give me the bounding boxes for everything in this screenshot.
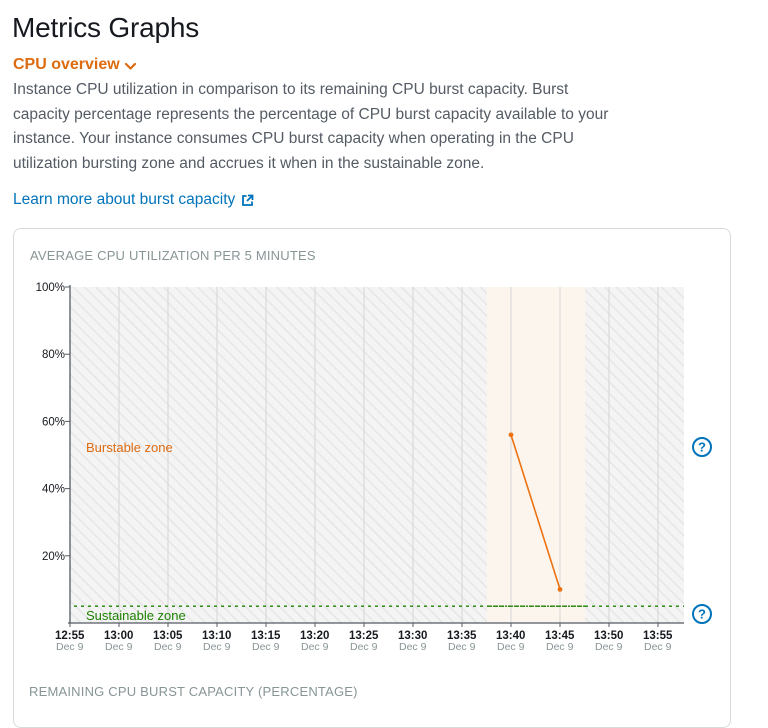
sustainable-zone-label: Sustainable zone bbox=[86, 608, 186, 623]
sustainable-zone-help-icon[interactable]: ? bbox=[691, 603, 713, 625]
burstable-zone-label: Burstable zone bbox=[86, 440, 173, 455]
y-tick-label: 100% bbox=[36, 282, 65, 294]
x-tick-label: 13:20 bbox=[300, 630, 329, 642]
data-point bbox=[557, 587, 563, 592]
plot-background bbox=[70, 287, 684, 623]
x-tick-label: 13:40 bbox=[496, 630, 525, 642]
x-date-label: Dec 9 bbox=[497, 641, 525, 653]
chevron-down-icon bbox=[124, 62, 136, 70]
data-point bbox=[508, 432, 514, 438]
x-tick-label: 13:55 bbox=[643, 630, 673, 642]
x-tick-label: 13:30 bbox=[398, 630, 427, 642]
panel-title: AVERAGE CPU UTILIZATION PER 5 MINUTES bbox=[30, 248, 316, 263]
x-date-label: Dec 9 bbox=[595, 641, 623, 653]
y-tick-label: 60% bbox=[42, 416, 65, 428]
cpu-overview-description: Instance CPU utilization in comparison t… bbox=[13, 81, 609, 172]
x-tick-label: 13:50 bbox=[594, 630, 623, 642]
cpu-overview-label: CPU overview bbox=[13, 56, 120, 73]
x-date-label: Dec 9 bbox=[350, 641, 378, 653]
page-title: Metrics Graphs bbox=[12, 12, 200, 43]
x-date-label: Dec 9 bbox=[448, 641, 476, 653]
external-link-icon bbox=[242, 194, 254, 206]
x-tick-label: 13:05 bbox=[153, 630, 183, 642]
x-tick-label: 13:35 bbox=[447, 630, 477, 642]
x-tick-label: 12:55 bbox=[55, 630, 85, 642]
y-tick-label: 80% bbox=[42, 349, 65, 361]
burstable-zone-help-icon[interactable]: ? bbox=[691, 436, 713, 458]
x-date-label: Dec 9 bbox=[154, 641, 182, 653]
learn-more-label: Learn more about burst capacity bbox=[13, 191, 236, 208]
x-tick-label: 13:10 bbox=[202, 630, 231, 642]
x-date-label: Dec 9 bbox=[301, 641, 329, 653]
cpu-overview-toggle[interactable]: CPU overview bbox=[13, 56, 137, 74]
remaining-burst-panel-title: REMAINING CPU BURST CAPACITY (PERCENTAGE… bbox=[29, 684, 358, 699]
x-date-label: Dec 9 bbox=[252, 641, 280, 653]
x-date-label: Dec 9 bbox=[546, 641, 574, 653]
svg-text:?: ? bbox=[698, 440, 706, 455]
x-date-label: Dec 9 bbox=[399, 641, 427, 653]
x-date-label: Dec 9 bbox=[105, 641, 133, 653]
cpu-utilization-line bbox=[510, 434, 561, 590]
x-tick-label: 13:15 bbox=[251, 630, 281, 642]
y-tick-label: 20% bbox=[42, 551, 65, 563]
x-date-label: Dec 9 bbox=[644, 641, 672, 653]
x-date-label: Dec 9 bbox=[56, 641, 84, 653]
x-date-label: Dec 9 bbox=[203, 641, 231, 653]
x-tick-label: 13:00 bbox=[104, 630, 133, 642]
x-tick-label: 13:45 bbox=[545, 630, 575, 642]
highlighted-data-region bbox=[487, 287, 585, 623]
learn-more-burst-link[interactable]: Learn more about burst capacity bbox=[13, 191, 254, 209]
y-tick-label: 40% bbox=[42, 484, 65, 496]
svg-text:?: ? bbox=[698, 607, 706, 622]
x-tick-label: 13:25 bbox=[349, 630, 379, 642]
